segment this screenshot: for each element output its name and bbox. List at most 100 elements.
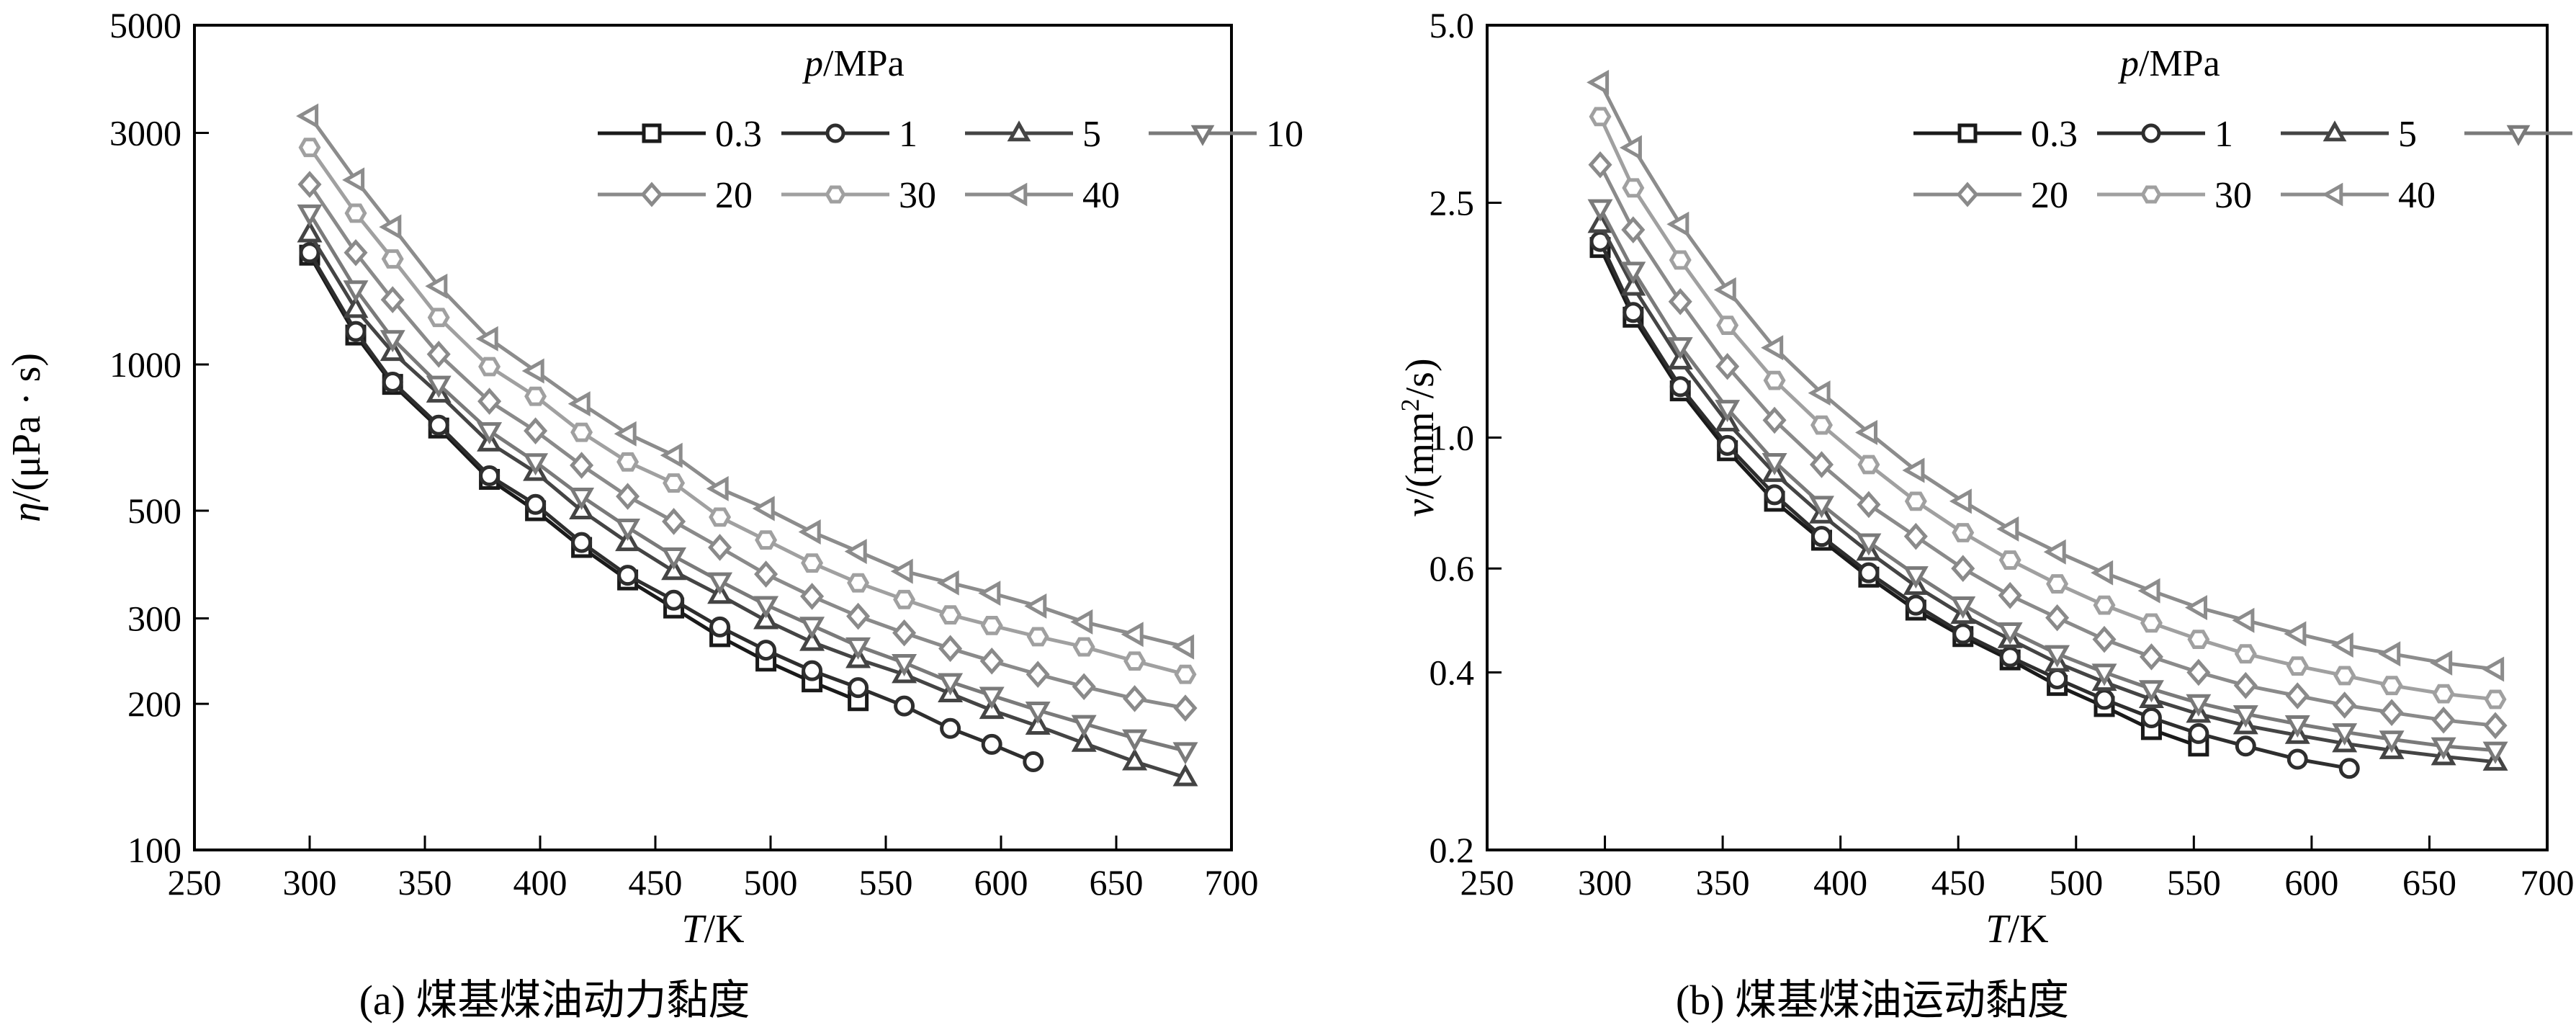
x-axis-symbol: T: [1985, 907, 2011, 952]
x-tick-label: 400: [1813, 862, 1867, 903]
data-point: [1808, 380, 1831, 406]
data-point: [1588, 151, 1612, 179]
data-point: [616, 452, 639, 472]
legend-entry-20: 20: [1913, 175, 2068, 216]
series-0.3: [299, 244, 869, 712]
data-point: [801, 553, 824, 573]
y-axis-title: ν/(mm2/s): [1396, 358, 1442, 516]
data-point: [479, 465, 501, 486]
data-point: [892, 619, 917, 647]
data-point: [569, 488, 595, 511]
data-point: [297, 204, 323, 227]
x-tick-label: 600: [2284, 862, 2338, 903]
data-point: [1123, 651, 1146, 671]
y-axis-symbol: η: [4, 502, 49, 522]
series-30: [298, 138, 1197, 684]
data-point: [2138, 680, 2164, 703]
legend-entry-5: 5: [965, 114, 1101, 155]
data-point: [755, 530, 778, 550]
x-tick-label: 300: [283, 862, 337, 903]
legend-marker: [2323, 120, 2347, 142]
legend-title-symbol: p: [2117, 43, 2139, 84]
x-axis: 250 300 350 400 450 500 550 600 650 700: [1460, 836, 2575, 903]
data-point: [1589, 107, 1612, 127]
data-point: [344, 238, 368, 267]
x-axis-symbol: T: [681, 907, 706, 952]
data-point: [1172, 742, 1198, 765]
data-point: [709, 507, 732, 527]
x-tick-label: 550: [859, 862, 913, 903]
y-tick-label: 300: [127, 598, 181, 638]
y-axis: 100 200 300 500 1000 3000 5000: [109, 5, 209, 870]
data-point: [617, 565, 639, 586]
data-point: [1669, 250, 1692, 270]
data-point: [938, 635, 963, 663]
y-axis-unit-sup: 2: [1396, 398, 1424, 411]
data-point: [427, 308, 450, 328]
data-point: [478, 357, 501, 377]
y-tick-label: 0.6: [1430, 548, 1475, 588]
y-axis-unit: /(mm: [1398, 411, 1442, 498]
panel-caption: (a) 煤基煤油动力黏度: [359, 977, 750, 1024]
data-point: [1997, 622, 2023, 645]
data-point: [2432, 684, 2455, 704]
data-point: [2187, 630, 2210, 650]
data-point: [570, 422, 593, 442]
data-point: [297, 171, 322, 198]
data-point: [2046, 574, 2069, 594]
data-point: [428, 414, 449, 436]
series-20: [297, 171, 1198, 722]
panel-dynamic-viscosity: 250 300 350 400 450 500 550 600 650 700 100 200 300 5…: [4, 5, 1303, 1024]
x-tick-label: 300: [1578, 862, 1632, 903]
data-point: [379, 214, 402, 240]
y-tick-label: 1.0: [1430, 418, 1475, 458]
data-point: [1998, 581, 2022, 609]
series-20: [1588, 151, 2508, 740]
data-point: [570, 452, 594, 479]
data-point: [2234, 644, 2257, 664]
data-point: [2045, 604, 2070, 632]
data-point: [1856, 533, 1882, 556]
data-point: [2333, 666, 2356, 686]
data-point: [2047, 668, 2068, 689]
data-point: [755, 640, 777, 661]
data-point: [753, 607, 779, 630]
y-tick-label: 0.4: [1430, 652, 1475, 692]
legend: p/MPa 0.3 1 5 10 20 30 40: [1913, 43, 2572, 216]
legend-label: 30: [899, 175, 936, 216]
legend-entry-40: 40: [2281, 175, 2436, 216]
data-point: [893, 589, 916, 609]
data-point: [1713, 277, 1736, 303]
data-point: [616, 483, 640, 510]
legend-marker: [2506, 125, 2531, 146]
y-tick-label: 1000: [109, 344, 181, 385]
data-point: [1762, 452, 1787, 475]
legend-entry-30: 30: [2097, 175, 2252, 216]
data-point: [2140, 707, 2162, 729]
legend-label: 10: [1266, 114, 1303, 155]
data-point: [847, 573, 870, 593]
x-tick-label: 450: [1931, 862, 1985, 903]
data-point: [979, 647, 1004, 675]
data-point: [1172, 634, 1195, 660]
data-point: [2186, 658, 2211, 686]
data-point: [2430, 650, 2453, 676]
data-point: [1998, 550, 2021, 570]
data-point: [1623, 302, 1644, 323]
data-point: [1903, 566, 1929, 589]
data-point: [754, 560, 778, 588]
x-axis-unit: /K: [704, 907, 745, 952]
data-point: [844, 539, 867, 565]
data-point: [2232, 607, 2255, 633]
legend-entry-0.3: 0.3: [598, 114, 762, 155]
legend-marker: [1956, 182, 1979, 207]
data-point: [1809, 496, 1834, 519]
data-point: [1857, 491, 1881, 519]
legend-label: 20: [715, 175, 753, 216]
legend-label: 0.3: [2031, 114, 2078, 155]
series-40: [1587, 69, 2505, 682]
panel-caption: (b) 煤基煤油运动黏度: [1676, 977, 2069, 1024]
data-point: [1996, 516, 2019, 542]
x-axis-unit: /K: [2009, 907, 2049, 952]
data-point: [477, 422, 503, 445]
